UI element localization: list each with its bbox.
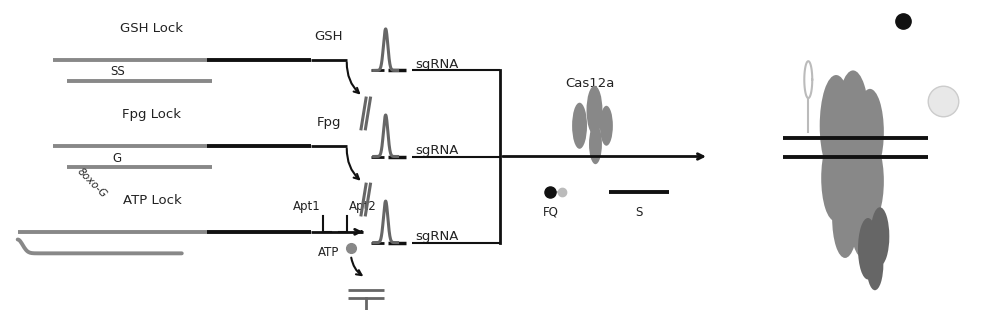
- Circle shape: [587, 86, 602, 135]
- Circle shape: [837, 70, 869, 169]
- Text: Apt1: Apt1: [293, 200, 321, 213]
- Text: ATP Lock: ATP Lock: [123, 194, 181, 207]
- Circle shape: [856, 89, 884, 175]
- Circle shape: [858, 218, 878, 280]
- Text: 8oxo-G: 8oxo-G: [76, 166, 109, 199]
- Circle shape: [837, 123, 869, 221]
- Circle shape: [820, 75, 853, 177]
- Text: sgRNA: sgRNA: [415, 58, 459, 71]
- Text: ATP: ATP: [318, 246, 340, 259]
- Text: S: S: [636, 206, 643, 219]
- Text: GSH: GSH: [315, 30, 343, 43]
- Circle shape: [600, 106, 613, 146]
- Circle shape: [589, 124, 602, 164]
- Circle shape: [850, 178, 876, 258]
- Text: GSH Lock: GSH Lock: [120, 22, 183, 35]
- Circle shape: [856, 138, 884, 224]
- Circle shape: [832, 178, 858, 258]
- Text: Apt2: Apt2: [349, 200, 377, 213]
- Text: sgRNA: sgRNA: [415, 230, 459, 243]
- Text: sgRNA: sgRNA: [415, 144, 459, 157]
- Text: FQ: FQ: [543, 206, 559, 219]
- Circle shape: [866, 238, 883, 290]
- Text: Cas12a: Cas12a: [565, 77, 614, 90]
- Text: Fpg: Fpg: [317, 116, 341, 129]
- Text: G: G: [113, 151, 122, 165]
- Text: Fpg Lock: Fpg Lock: [122, 108, 181, 121]
- Circle shape: [821, 135, 849, 221]
- Circle shape: [572, 103, 587, 149]
- Circle shape: [870, 207, 889, 266]
- Text: SS: SS: [110, 65, 125, 79]
